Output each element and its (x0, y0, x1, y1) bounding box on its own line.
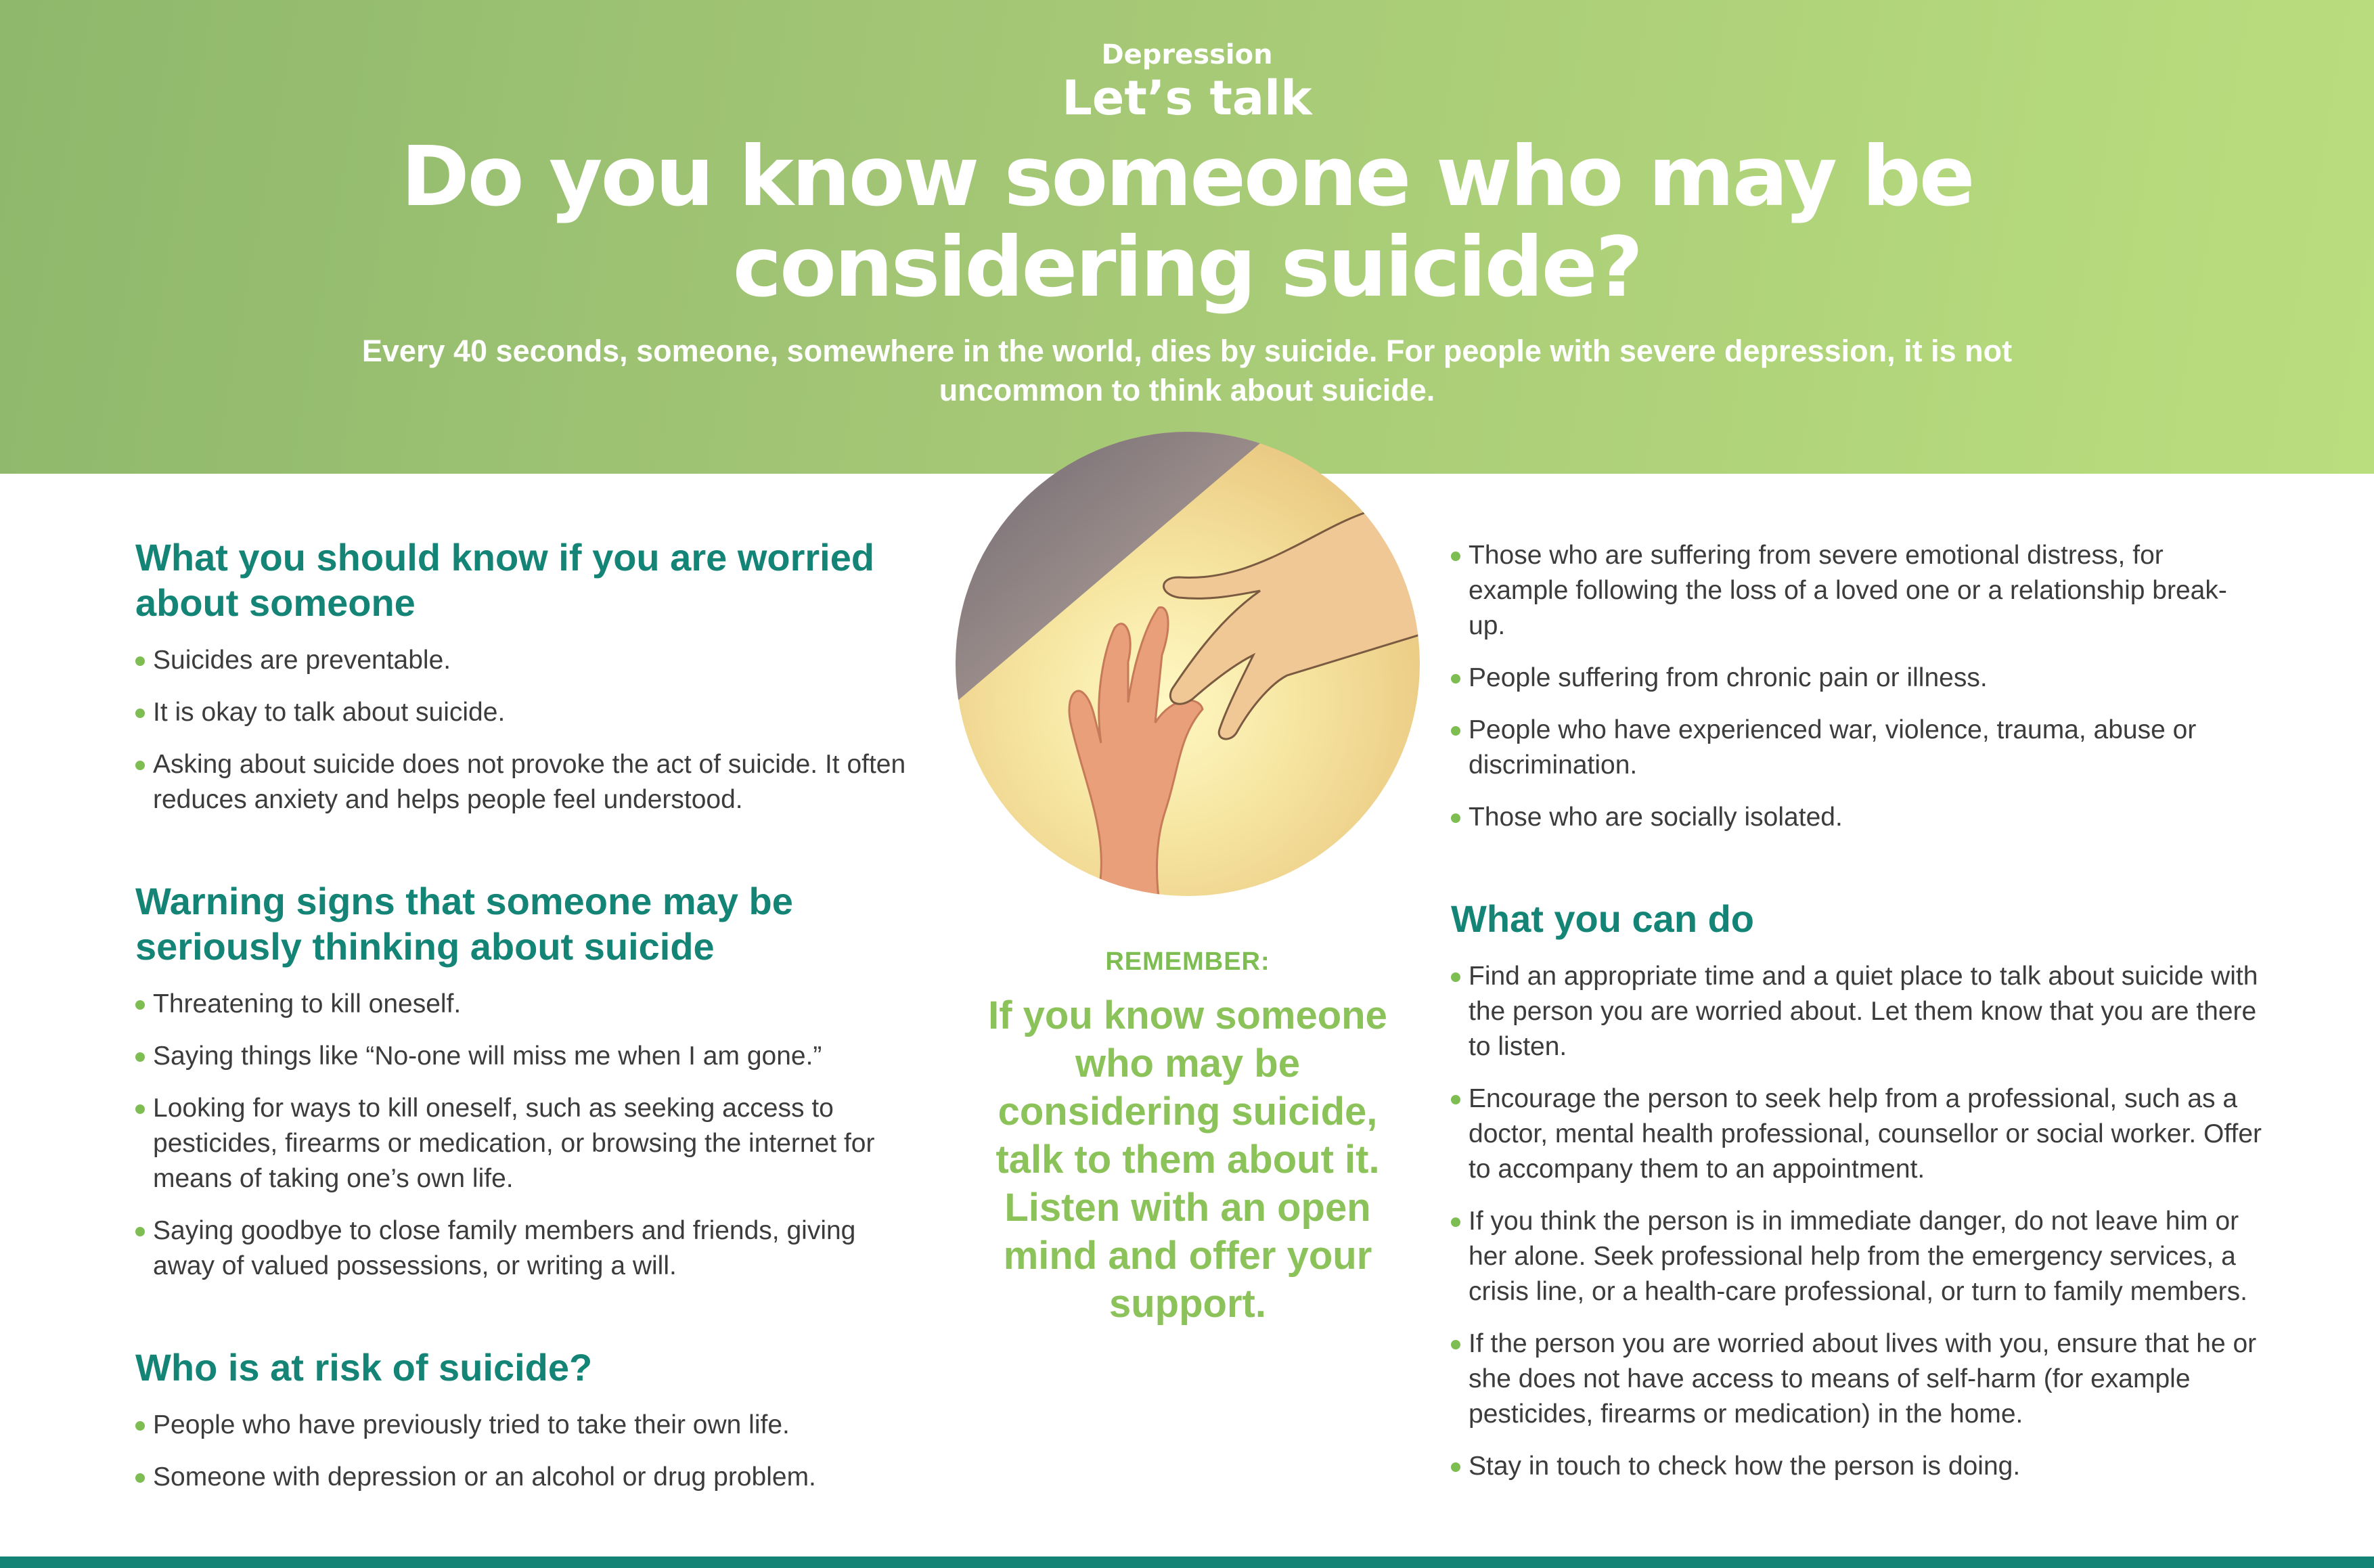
list-item: Those who are suffering from severe emot… (1451, 538, 2263, 644)
list-item: Suicides are preventable. (135, 643, 914, 678)
section-risk-continued: Those who are suffering from severe emot… (1451, 538, 2263, 835)
reaching-hands-illustration (956, 432, 1420, 896)
section-title-risk: Who is at risk of suicide? (135, 1346, 593, 1389)
list-item: Saying goodbye to close family members a… (135, 1213, 914, 1284)
bullet-list-risk: People who have previously tried to take… (135, 1408, 914, 1495)
remember-text: If you know someone who may be consideri… (988, 993, 1387, 1326)
list-item: People suffering from chronic pain or il… (1451, 660, 2263, 696)
list-item: If you think the person is in immediate … (1451, 1204, 2263, 1309)
page-title: Do you know someone who may be consideri… (401, 129, 1975, 315)
section-know: What you should know if you are worried … (135, 535, 914, 817)
section-title-warning: Warning signs that someone may be seriou… (135, 880, 793, 968)
remember-callout: REMEMBER: If you know someone who may be… (975, 947, 1401, 1328)
page-subtitle: Every 40 seconds, someone, somewhere in … (361, 334, 2013, 407)
list-item: Looking for ways to kill oneself, such a… (135, 1091, 914, 1196)
left-column: What you should know if you are worried … (135, 535, 914, 1556)
list-item: Stay in touch to check how the person is… (1451, 1449, 2263, 1484)
footer-bar (0, 1556, 2374, 1568)
bullet-list-can-do: Find an appropriate time and a quiet pla… (1451, 959, 2263, 1484)
section-warning-signs: Warning signs that someone may be seriou… (135, 878, 914, 1284)
list-item: Encourage the person to seek help from a… (1451, 1081, 2263, 1187)
remember-label: REMEMBER: (1105, 947, 1270, 976)
bullet-list-know: Suicides are preventable. It is okay to … (135, 643, 914, 817)
header-banner: Depression Let’s talk Do you know someon… (0, 0, 2374, 474)
list-item: If the person you are worried about live… (1451, 1326, 2263, 1432)
section-risk: Who is at risk of suicide? People who ha… (135, 1345, 914, 1495)
list-item: Those who are socially isolated. (1451, 800, 2263, 835)
list-item: Asking about suicide does not provoke th… (135, 747, 914, 817)
list-item: Threatening to kill oneself. (135, 987, 914, 1022)
right-column: Those who are suffering from severe emot… (1451, 538, 2263, 1545)
section-what-you-can-do: What you can do Find an appropriate time… (1451, 896, 2263, 1484)
list-item: Saying things like “No-one will miss me … (135, 1039, 914, 1074)
kicker: Depression (1101, 39, 1273, 70)
section-title-know: What you should know if you are worried … (135, 536, 875, 624)
list-item: Someone with depression or an alcohol or… (135, 1460, 914, 1495)
bullet-list-warning: Threatening to kill oneself. Saying thin… (135, 987, 914, 1284)
bullet-list-risk-continued: Those who are suffering from severe emot… (1451, 538, 2263, 835)
section-title-can-do: What you can do (1451, 897, 1754, 940)
lets-talk-label: Let’s talk (1062, 70, 1312, 126)
list-item: Find an appropriate time and a quiet pla… (1451, 959, 2263, 1065)
list-item: People who have previously tried to take… (135, 1408, 914, 1443)
list-item: People who have experienced war, violenc… (1451, 713, 2263, 783)
list-item: It is okay to talk about suicide. (135, 695, 914, 730)
